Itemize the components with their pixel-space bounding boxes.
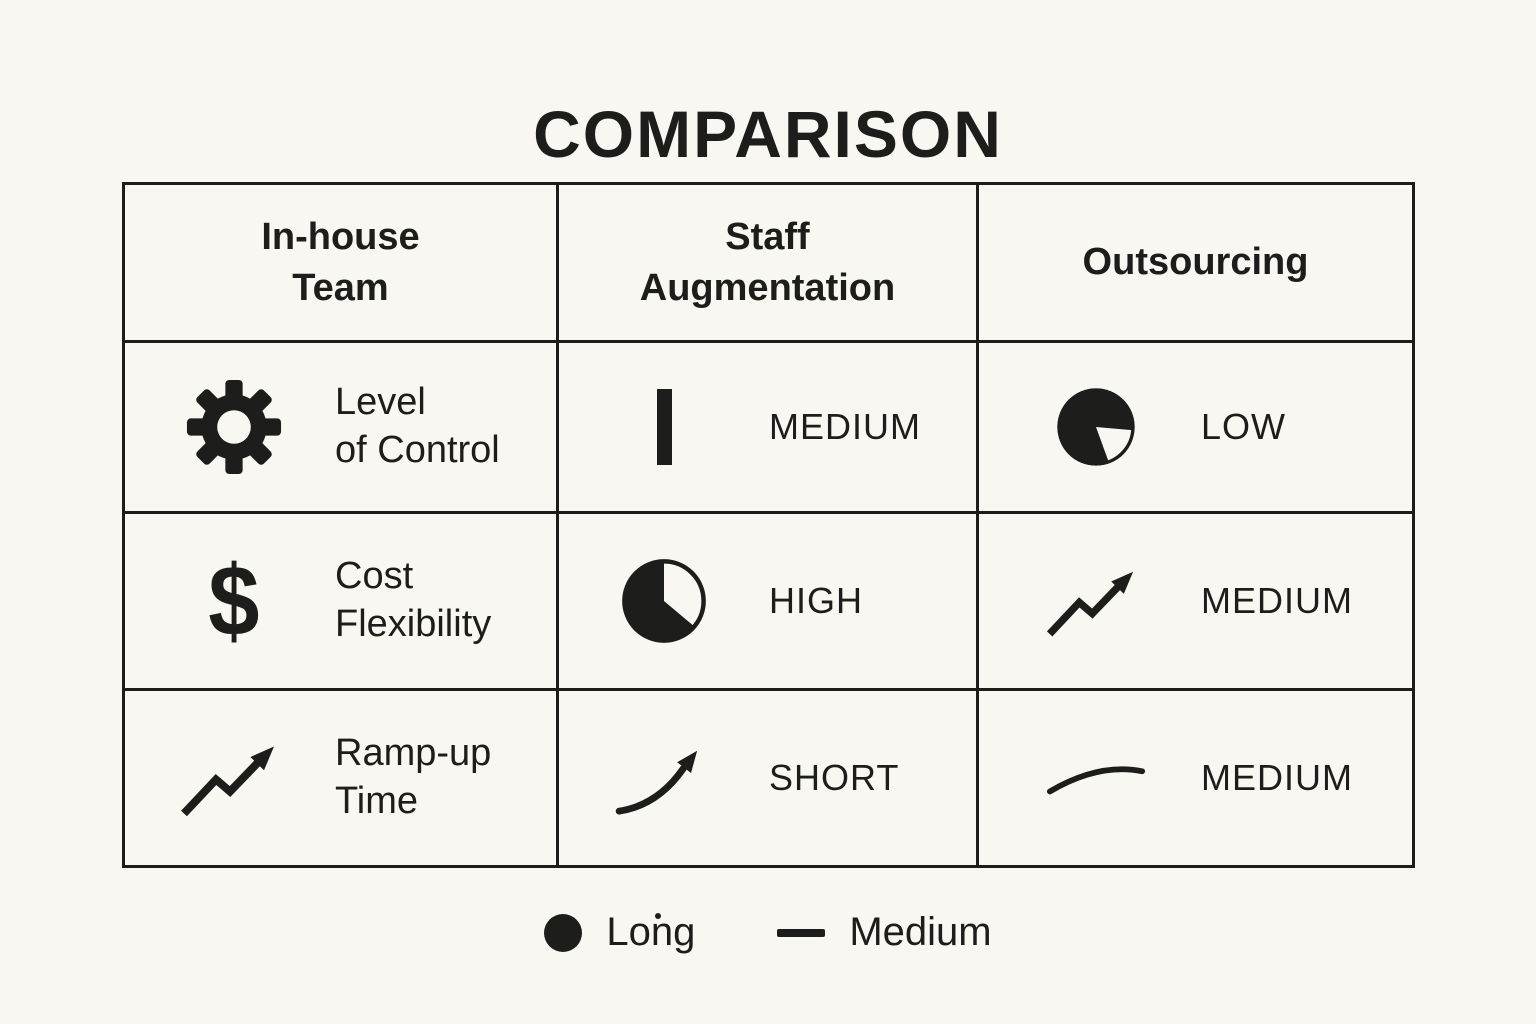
header-line: Outsourcing: [1082, 241, 1309, 284]
dash-icon: [777, 928, 826, 937]
cell-outsourcing-ramp-up-time: MEDIUM: [979, 691, 1412, 865]
cell-criterion-level-of-control: Level of Control: [125, 343, 556, 511]
header-line: Team: [292, 266, 389, 309]
trend-up-arrow-icon: [1035, 561, 1157, 641]
legend: Long Medium: [0, 910, 1536, 955]
cell-value: SHORT: [769, 757, 900, 798]
cell-criterion-ramp-up-time: Ramp-up Time: [125, 691, 556, 865]
cell-staff-augmentation-ramp-up-time: SHORT: [559, 691, 976, 865]
criterion-label: Level of Control: [335, 381, 500, 471]
cell-value: MEDIUM: [769, 406, 921, 447]
vertical-bar-icon: [603, 389, 725, 465]
filled-circle-icon: [544, 913, 583, 952]
legend-item-long: Long: [544, 910, 695, 955]
gear-icon: [173, 379, 295, 475]
pie-chart-high-icon: [603, 556, 725, 646]
cell-outsourcing-cost-flexibility: MEDIUM: [979, 514, 1412, 688]
cell-value: LOW: [1201, 406, 1287, 447]
legend-item-medium: Medium: [777, 910, 992, 955]
comparison-table: In-house Team Staff Augmentation Outsour…: [122, 182, 1415, 868]
page-title: COMPARISON: [533, 97, 1003, 172]
cell-value: MEDIUM: [1201, 580, 1353, 621]
cell-criterion-cost-flexibility: $ Cost Flexibility: [125, 514, 556, 688]
trend-up-arrow-icon: [173, 735, 295, 821]
header-line: Augmentation: [639, 266, 896, 309]
header-line: Staff: [725, 216, 810, 259]
curved-growth-arrow-icon: [603, 739, 725, 817]
legend-label: Medium: [849, 910, 992, 954]
column-header-outsourcing: Outsourcing: [979, 185, 1412, 340]
criterion-label: Ramp-up Time: [335, 732, 492, 822]
dollar-icon: $: [208, 545, 260, 657]
pie-chart-low-icon: [1035, 385, 1157, 469]
legend-label: Long: [606, 910, 696, 954]
cell-outsourcing-level-of-control: LOW: [979, 343, 1412, 511]
cell-staff-augmentation-cost-flexibility: HIGH: [559, 514, 976, 688]
cell-staff-augmentation-level-of-control: MEDIUM: [559, 343, 976, 511]
column-header-in-house-team: In-house Team: [125, 185, 556, 340]
header-line: In-house: [261, 216, 420, 259]
cell-value: MEDIUM: [1201, 757, 1353, 798]
stray-dot-artifact: [655, 913, 661, 919]
cell-value: HIGH: [769, 580, 863, 621]
column-header-staff-augmentation: Staff Augmentation: [559, 185, 976, 340]
gentle-curve-icon: [1035, 760, 1157, 796]
criterion-label: Cost Flexibility: [335, 555, 492, 645]
